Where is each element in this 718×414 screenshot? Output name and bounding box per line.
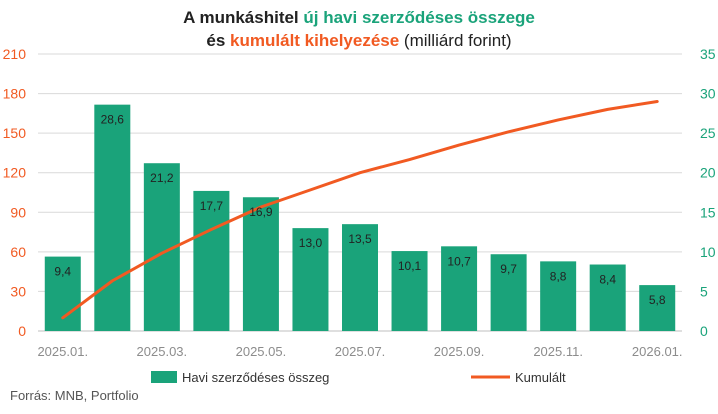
right-axis-tick-label: 30 [700, 86, 716, 102]
right-axis-tick-label: 35 [700, 46, 716, 62]
bar-data-label: 9,4 [54, 265, 71, 279]
bar-data-label: 21,2 [150, 171, 174, 185]
bar [94, 105, 130, 331]
title-line2-highlight: kumulált kihelyezése [230, 31, 399, 50]
title-line1-highlight: új havi szerződéses összege [303, 8, 535, 27]
legend-swatch-bars [151, 371, 177, 383]
x-axis: 2025.01. 2025.03. 2025.05. 2025.07. 2025.09.… [37, 344, 682, 359]
title-line2-suffix: (milliárd forint) [399, 31, 511, 50]
right-axis-tick-label: 25 [700, 125, 716, 141]
left-axis: 0 30 60 90 120 150 180 210 [3, 46, 27, 339]
x-tick-label: 2025.11. [533, 344, 583, 359]
left-axis-tick-label: 180 [3, 86, 27, 102]
left-axis-tick-label: 0 [18, 323, 26, 339]
bar-data-label: 5,8 [649, 293, 666, 307]
bar-data-label: 10,1 [398, 259, 422, 273]
bar-data-label: 8,8 [550, 269, 567, 283]
right-axis-tick-label: 0 [700, 323, 708, 339]
bar-data-label: 13,5 [348, 232, 372, 246]
x-tick-label: 2025.05. [236, 344, 287, 359]
bar-series [45, 105, 675, 331]
chart-title-line2: és kumulált kihelyezése (milliárd forint… [206, 31, 511, 50]
bar [639, 285, 675, 331]
left-axis-tick-label: 30 [10, 283, 26, 299]
right-axis-tick-label: 20 [700, 165, 716, 181]
left-axis-tick-label: 210 [3, 46, 27, 62]
x-tick-label: 2025.07. [335, 344, 386, 359]
bar-data-label: 17,7 [200, 199, 224, 213]
right-axis-tick-label: 10 [700, 244, 716, 260]
bar-data-label: 28,6 [101, 113, 125, 127]
x-tick-label: 2025.09. [434, 344, 485, 359]
source-note: Forrás: MNB, Portfolio [10, 388, 139, 403]
title-line2-prefix: és [206, 31, 230, 50]
x-tick-label: 2026.01. [632, 344, 683, 359]
right-axis-tick-label: 15 [700, 204, 716, 220]
legend: Havi szerződéses összeg Kumulált [151, 370, 566, 385]
chart-title-line1: A munkáshitel új havi szerződéses összeg… [183, 8, 535, 27]
bar-data-label: 16,9 [249, 205, 273, 219]
bar-data-label: 8,4 [599, 273, 616, 287]
legend-label-line: Kumulált [515, 370, 566, 385]
bar-data-label: 10,7 [447, 254, 471, 268]
left-axis-tick-label: 120 [3, 165, 27, 181]
left-axis-tick-label: 150 [3, 125, 27, 141]
bar-data-label: 9,7 [500, 262, 517, 276]
right-axis: 0 5 10 15 20 25 30 35 [700, 46, 716, 339]
left-axis-tick-label: 90 [10, 204, 26, 220]
right-axis-tick-label: 5 [700, 283, 708, 299]
left-axis-tick-label: 60 [10, 244, 26, 260]
title-line1-prefix: A munkáshitel [183, 8, 303, 27]
x-tick-label: 2025.03. [137, 344, 188, 359]
x-tick-label: 2025.01. [37, 344, 88, 359]
bar-data-label: 13,0 [299, 236, 323, 250]
legend-label-bars: Havi szerződéses összeg [182, 370, 329, 385]
